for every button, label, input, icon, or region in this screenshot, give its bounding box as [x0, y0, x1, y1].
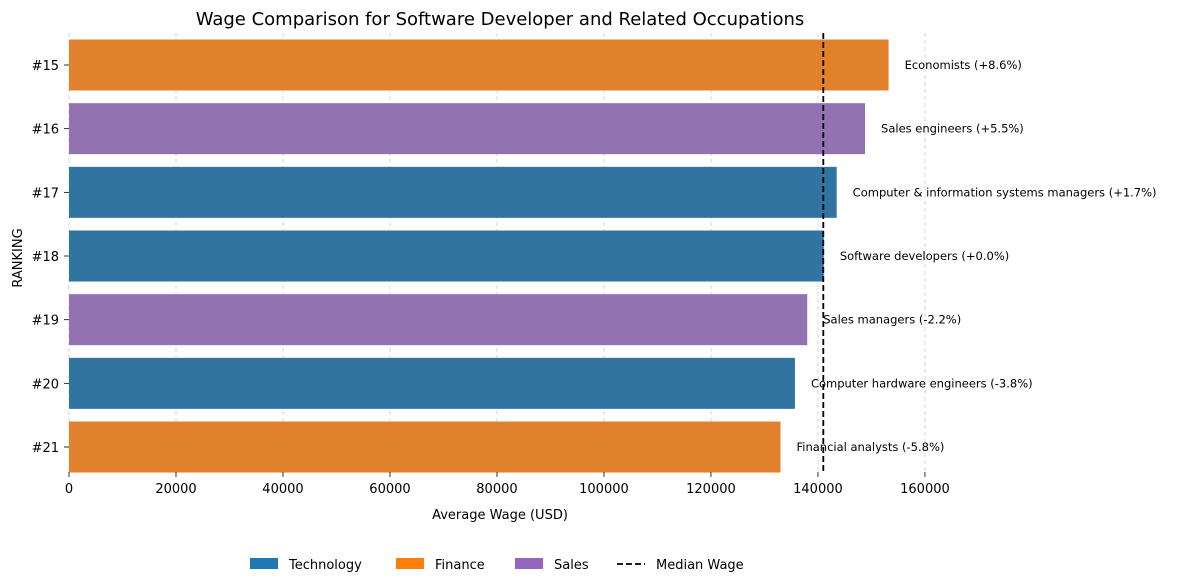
bar-label: Software developers (+0.0%)	[840, 249, 1009, 263]
bar	[69, 357, 795, 409]
bar	[69, 230, 824, 282]
legend: Technology Finance Sales Median Wage	[250, 558, 744, 573]
x-tick-label: 100000	[579, 482, 629, 497]
x-axis-ticks: 0 20000 40000 60000 80000 100000 120000 140000 1…	[65, 472, 950, 497]
legend-label: Finance	[435, 558, 485, 573]
bars	[69, 39, 889, 473]
bar-label: Computer hardware engineers (-3.8%)	[811, 376, 1033, 390]
legend-label: Median Wage	[656, 558, 744, 573]
bar	[69, 294, 808, 346]
legend-label: Sales	[554, 558, 589, 573]
legend-swatch	[396, 558, 424, 569]
x-tick-label: 80000	[476, 482, 517, 497]
y-axis-ticks: #15 #16 #17 #18 #19 #20 #21	[32, 59, 69, 456]
legend-swatch	[250, 558, 278, 569]
bar-label: Economists (+8.6%)	[905, 58, 1022, 72]
bar-label: Computer & information systems managers …	[853, 185, 1157, 199]
x-tick-label: 140000	[793, 482, 843, 497]
bar	[69, 39, 889, 91]
bar-labels: Economists (+8.6%) Sales engineers (+5.5%…	[797, 58, 1157, 454]
bar	[69, 421, 781, 473]
x-tick-label: 40000	[262, 482, 303, 497]
y-axis-title: RANKING	[11, 228, 26, 287]
x-tick-label: 60000	[369, 482, 410, 497]
y-tick-label: #16	[32, 123, 59, 138]
bar-label: Sales managers (-2.2%)	[823, 313, 961, 327]
bar	[69, 103, 866, 155]
legend-label: Technology	[288, 558, 362, 573]
y-tick-label: #20	[32, 377, 59, 392]
y-tick-label: #21	[32, 441, 59, 456]
bar-label: Sales engineers (+5.5%)	[881, 122, 1024, 136]
bar-label: Financial analysts (-5.8%)	[797, 440, 945, 454]
chart-title: Wage Comparison for Software Developer a…	[196, 9, 805, 30]
y-tick-label: #15	[32, 59, 59, 74]
y-tick-label: #19	[32, 314, 59, 329]
x-tick-label: 20000	[155, 482, 196, 497]
legend-swatch	[515, 558, 543, 569]
x-axis-title: Average Wage (USD)	[432, 508, 568, 523]
y-tick-label: #18	[32, 250, 59, 265]
x-tick-label: 0	[65, 482, 73, 497]
y-tick-label: #17	[32, 186, 59, 201]
x-tick-label: 120000	[686, 482, 736, 497]
bar	[69, 166, 837, 218]
x-tick-label: 160000	[900, 482, 950, 497]
